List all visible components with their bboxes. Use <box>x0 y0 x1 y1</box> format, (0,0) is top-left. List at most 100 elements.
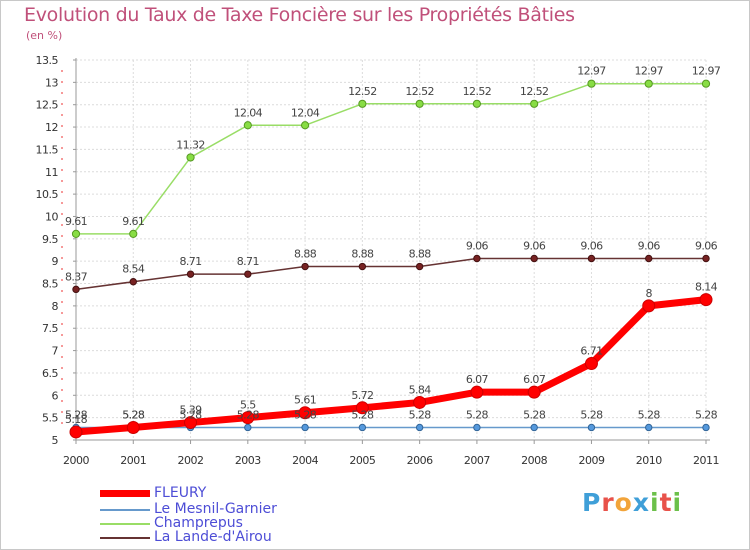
y-tick-label: 5.5 <box>42 412 58 425</box>
data-label-champrepus: 12.04 <box>234 106 263 119</box>
data-label-le-mesnil-garnier: 5.28 <box>237 408 260 421</box>
y-tick-label: 6.5 <box>42 367 58 380</box>
logo-letter: i <box>672 488 683 517</box>
data-point-le-mesnil-garnier <box>645 423 653 432</box>
data-label-fleury: 5.61 <box>294 394 316 407</box>
data-point-champrepus <box>129 229 138 239</box>
data-point-fleury <box>241 411 255 425</box>
data-point-fleury <box>527 385 541 399</box>
data-label-fleury: 6.71 <box>580 345 602 358</box>
y-tick-label: 6 <box>52 389 59 402</box>
legend-swatch-champrepus <box>100 523 150 525</box>
x-tick-label: 2005 <box>349 454 375 467</box>
data-label-champrepus: 11.32 <box>176 138 205 151</box>
y-tick-label: 12 <box>45 121 58 134</box>
data-label-fleury: 6.07 <box>466 373 489 386</box>
data-point-champrepus <box>701 79 711 88</box>
y-tick-label: 9 <box>52 255 59 268</box>
x-tick-label: 2006 <box>407 454 433 467</box>
y-tick-label: 13.5 <box>36 54 59 67</box>
x-tick-label: 2007 <box>464 454 490 467</box>
y-tick-label: 11 <box>45 166 58 179</box>
data-label-le-mesnil-garnier: 5.28 <box>695 408 718 421</box>
y-tick-label: 7.5 <box>42 322 58 335</box>
data-point-fleury <box>355 401 369 415</box>
data-point-fleury <box>298 406 312 420</box>
y-tick-label: 8 <box>52 300 59 313</box>
logo-letter: P <box>582 488 602 517</box>
data-point-champrepus <box>644 79 653 88</box>
data-point-champrepus <box>186 153 195 162</box>
data-label-fleury: 8 <box>646 287 653 300</box>
data-point-fleury <box>413 395 427 409</box>
data-label-fleury: 8.14 <box>695 281 718 294</box>
data-point-le-mesnil-garnier <box>587 423 596 432</box>
data-label-fleury: 5.18 <box>65 413 88 426</box>
data-point-fleury <box>126 420 140 434</box>
data-label-fleury: 5.84 <box>409 383 432 396</box>
data-point-la-lande-d-airou <box>186 270 195 278</box>
x-tick-label: 2008 <box>521 454 547 467</box>
data-label-fleury: 5.39 <box>179 404 202 417</box>
data-label-le-mesnil-garnier: 5.28 <box>638 408 661 421</box>
x-tick-label: 2004 <box>292 454 318 467</box>
logo-letter: o <box>614 488 633 517</box>
y-axis-unit: (en %) <box>26 29 63 42</box>
y-tick-label: 10 <box>45 210 58 223</box>
data-label-la-lande-d-airou: 9.06 <box>523 239 546 252</box>
data-point-la-lande-d-airou <box>645 254 653 263</box>
data-point-champrepus <box>358 99 367 108</box>
data-label-le-mesnil-garnier: 5.28 <box>122 408 145 421</box>
data-point-la-lande-d-airou <box>587 254 596 263</box>
legend-label-fleury: FLEURY <box>154 485 207 501</box>
data-label-champrepus: 9.61 <box>122 215 144 228</box>
y-tick-label: 12.5 <box>36 99 59 112</box>
data-label-la-lande-d-airou: 8.88 <box>409 248 432 261</box>
data-point-champrepus <box>415 99 424 108</box>
data-point-le-mesnil-garnier <box>530 423 538 432</box>
data-label-champrepus: 12.52 <box>348 85 377 98</box>
chart-title: Evolution du Taux de Taxe Foncière sur l… <box>24 4 575 26</box>
legend-swatch-fleury <box>100 490 150 497</box>
data-label-la-lande-d-airou: 9.06 <box>695 239 718 252</box>
series-line-fleury <box>72 296 710 436</box>
data-label-fleury: 5.5 <box>240 399 256 412</box>
data-label-la-lande-d-airou: 8.88 <box>294 248 317 261</box>
data-label-champrepus: 9.61 <box>65 215 87 228</box>
legend-swatch-le-mesnil-garnier <box>100 509 150 511</box>
data-point-le-mesnil-garnier <box>244 423 252 432</box>
data-label-champrepus: 12.97 <box>577 65 606 78</box>
x-tick-label: 2002 <box>178 454 204 467</box>
data-point-le-mesnil-garnier <box>301 423 309 432</box>
data-label-le-mesnil-garnier: 5.28 <box>351 408 374 421</box>
logo-letter: x <box>632 488 650 517</box>
data-label-la-lande-d-airou: 8.54 <box>122 263 145 276</box>
data-point-le-mesnil-garnier <box>358 423 367 432</box>
data-point-fleury <box>184 416 198 430</box>
logo-letter: i <box>650 488 660 517</box>
legend-swatch-la-lande-d-airou <box>100 537 150 539</box>
legend-label-le-mesnil-garnier: Le Mesnil-Garnier <box>154 501 277 517</box>
data-label-le-mesnil-garnier: 5.28 <box>294 408 317 421</box>
data-point-champrepus <box>587 79 596 88</box>
data-label-le-mesnil-garnier: 5.28 <box>409 408 432 421</box>
y-tick-label: 7 <box>52 345 59 358</box>
data-point-le-mesnil-garnier <box>702 423 710 432</box>
data-label-la-lande-d-airou: 9.06 <box>638 239 661 252</box>
data-label-champrepus: 12.97 <box>692 65 721 78</box>
y-tick-label: 10.5 <box>36 188 59 201</box>
data-point-la-lande-d-airou <box>415 262 424 271</box>
y-tick-label: 9.5 <box>42 233 58 246</box>
data-point-la-lande-d-airou <box>702 254 710 263</box>
y-tick-label: 8.5 <box>42 278 58 291</box>
data-label-la-lande-d-airou: 9.06 <box>466 239 489 252</box>
data-point-la-lande-d-airou <box>358 262 367 271</box>
x-tick-label: 2009 <box>578 454 604 467</box>
data-point-fleury <box>642 299 656 313</box>
data-label-le-mesnil-garnier: 5.28 <box>65 408 88 421</box>
logo-letter: r <box>601 488 615 517</box>
data-point-le-mesnil-garnier <box>415 423 424 432</box>
data-point-champrepus <box>71 229 81 239</box>
data-point-fleury <box>69 425 83 439</box>
